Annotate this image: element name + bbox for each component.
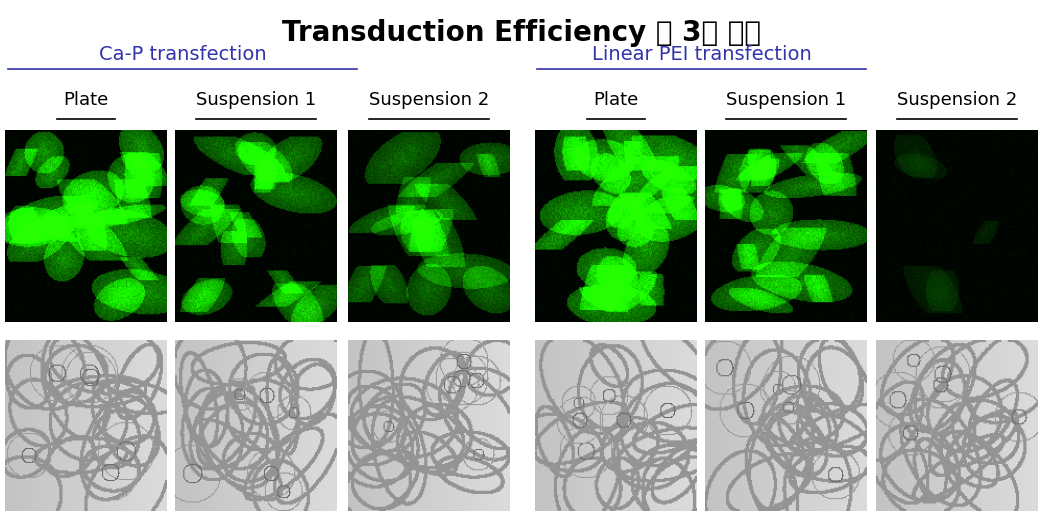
Text: Suspension 1: Suspension 1 <box>726 91 846 109</box>
Text: Suspension 2: Suspension 2 <box>897 91 1017 109</box>
Text: Suspension 2: Suspension 2 <box>369 91 489 109</box>
Text: Linear PEI transfection: Linear PEI transfection <box>592 45 811 64</box>
Text: Suspension 1: Suspension 1 <box>196 91 316 109</box>
Text: Plate: Plate <box>593 91 638 109</box>
Text: Transduction Efficiency ： 3차 실험: Transduction Efficiency ： 3차 실험 <box>282 19 761 47</box>
Text: Ca-P transfection: Ca-P transfection <box>99 45 266 64</box>
Text: Plate: Plate <box>64 91 108 109</box>
